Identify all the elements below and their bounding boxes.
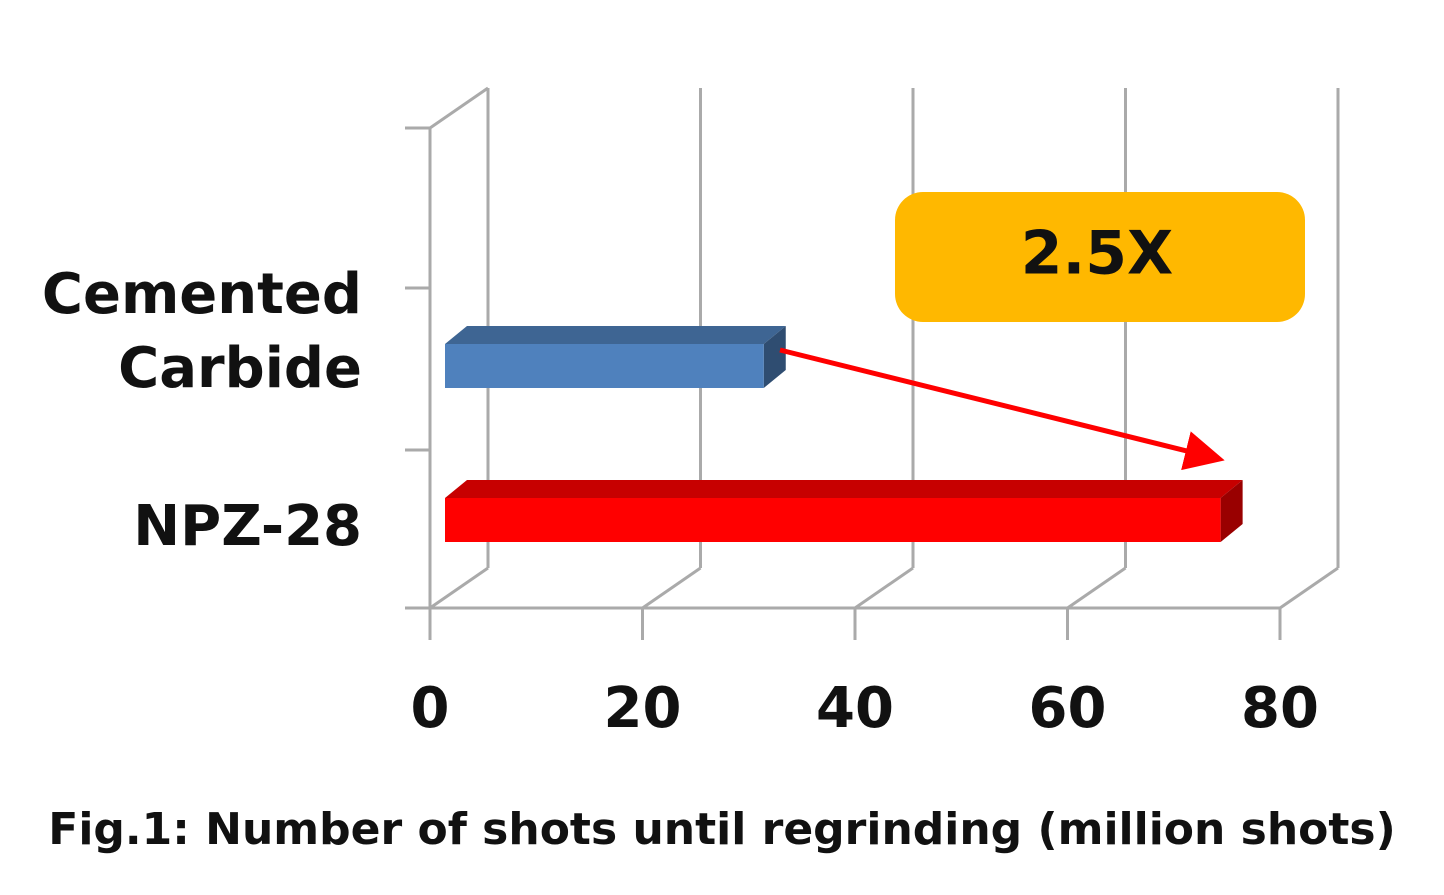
bar bbox=[445, 498, 1221, 542]
x-tick-label: 80 bbox=[1241, 676, 1319, 741]
chart-title: Fig.1: Number of shots until regrinding … bbox=[48, 804, 1395, 855]
floor-line bbox=[854, 566, 914, 610]
bar bbox=[445, 344, 764, 388]
x-tick-label: 60 bbox=[1029, 676, 1107, 741]
x-tick-label: 40 bbox=[816, 676, 894, 741]
x-tick-label: 0 bbox=[411, 676, 450, 741]
floor-line bbox=[1066, 566, 1127, 610]
comparison-arrow bbox=[779, 347, 1225, 471]
floor-line bbox=[1279, 566, 1339, 610]
y-tick-label: Cemented Carbide bbox=[41, 262, 362, 401]
annotation-box bbox=[895, 192, 1305, 322]
bar-side bbox=[1220, 480, 1243, 542]
x-tick-label: 20 bbox=[604, 676, 682, 741]
bar-top bbox=[445, 480, 1243, 498]
bar-side bbox=[763, 326, 786, 388]
floor-line bbox=[641, 566, 702, 610]
bar-top bbox=[445, 326, 786, 344]
floor-line bbox=[429, 566, 489, 610]
y-tick-label: NPZ-28 bbox=[133, 494, 362, 559]
annotation: 2.5X bbox=[1021, 219, 1174, 289]
